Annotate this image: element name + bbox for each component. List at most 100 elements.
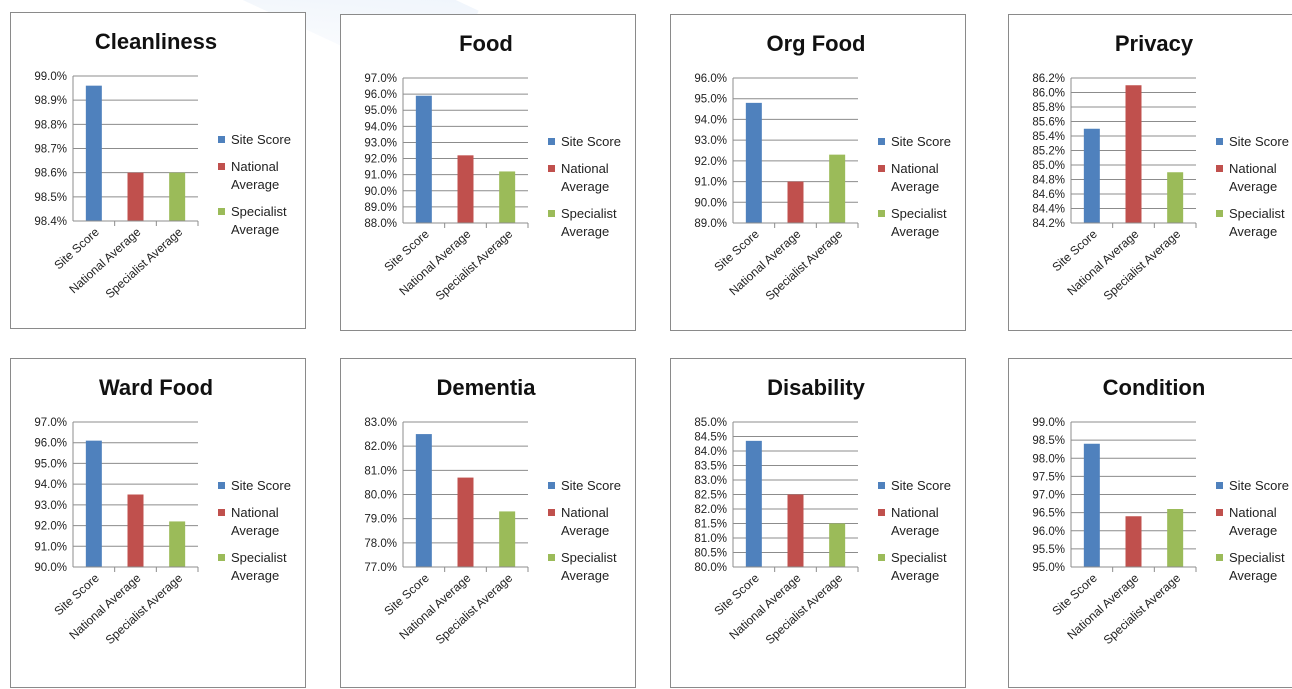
y-tick-label: 85.6% [1032, 117, 1065, 129]
y-tick-label: 83.0% [694, 475, 727, 487]
y-tick-label: 91.0% [34, 541, 67, 553]
legend-item-site-score: Site Score [1216, 477, 1292, 495]
legend-swatch [218, 136, 225, 143]
bar-national-average [787, 494, 804, 567]
y-tick-label: 88.0% [364, 218, 397, 230]
legend-label: Site Score [231, 478, 291, 493]
bar-chart-cleanliness: 98.4%98.5%98.6%98.7%98.8%98.9%99.0%Site … [34, 71, 199, 301]
legend-label: National Average [561, 161, 610, 194]
y-tick-label: 84.8% [1032, 175, 1065, 187]
legend-swatch [218, 554, 225, 561]
y-tick-label: 92.0% [34, 521, 67, 533]
x-category-label: Specialist Average [103, 571, 186, 648]
chart-title: Cleanliness [94, 29, 218, 54]
legend-swatch [878, 509, 885, 516]
y-tick-label: 96.0% [1032, 526, 1065, 538]
y-tick-label: 95.0% [34, 458, 67, 470]
y-tick-label: 80.5% [694, 548, 727, 560]
x-category-label: National Average [1064, 571, 1141, 643]
legend-label: Site Score [891, 134, 951, 149]
y-tick-label: 89.0% [364, 202, 397, 214]
y-tick-label: 77.0% [364, 562, 397, 574]
y-tick-label: 89.0% [694, 218, 727, 230]
y-tick-label: 93.0% [694, 135, 727, 147]
bar-site-score [745, 102, 762, 223]
legend-item-site-score: Site Score [1216, 133, 1292, 151]
legend-label: National Average [891, 161, 940, 194]
y-tick-label: 82.0% [694, 504, 727, 516]
y-tick-label: 96.5% [1032, 508, 1065, 520]
legend-swatch [1216, 210, 1223, 217]
y-tick-label: 92.0% [694, 156, 727, 168]
bar-specialist-average [169, 172, 186, 221]
legend-item-national-average: National Average [548, 160, 638, 196]
x-category-label: National Average [396, 227, 473, 299]
legend-swatch [548, 482, 555, 489]
y-tick-label: 90.0% [34, 562, 67, 574]
bar-specialist-average [829, 154, 846, 223]
y-tick-label: 84.5% [694, 432, 727, 444]
legend-item-national-average: National Average [1216, 504, 1292, 540]
x-category-label: Specialist Average [763, 227, 846, 304]
chart-legend: Site Score National Average Specialist Ave… [878, 133, 968, 250]
y-tick-label: 98.9% [34, 95, 67, 107]
legend-item-national-average: National Average [878, 160, 968, 196]
y-tick-label: 83.0% [364, 417, 397, 429]
chart-title: Disability [767, 375, 865, 400]
y-tick-label: 82.0% [364, 441, 397, 453]
legend-label: National Average [231, 505, 280, 538]
legend-item-site-score: Site Score [878, 477, 968, 495]
chart-panel-cleanliness: Cleanliness 98.4% 98.5% 98.6% 98.7% 98.8% 98.9… [10, 12, 306, 329]
legend-item-site-score: Site Score [548, 133, 638, 151]
legend-item-specialist-average: Specialist Average [878, 205, 968, 241]
legend-swatch [1216, 138, 1223, 145]
bar-site-score [1083, 128, 1100, 223]
bar-site-score [745, 440, 762, 567]
y-tick-label: 78.0% [364, 538, 397, 550]
chart-legend: Site Score National Average Specialist Ave… [1216, 477, 1292, 594]
legend-swatch [218, 208, 225, 215]
y-tick-label: 97.0% [34, 417, 67, 429]
y-tick-label: 93.0% [364, 137, 397, 149]
bar-site-score [85, 85, 102, 222]
legend-item-specialist-average: Specialist Average [548, 205, 638, 241]
bar-chart-disability: 80.0% 80.5% 81.0% 81.5% 82.0% 82.5% 83.0% 83.5%… [694, 417, 859, 647]
y-tick-label: 80.0% [364, 490, 397, 502]
y-tick-label: 98.4% [34, 216, 67, 228]
legend-item-national-average: National Average [1216, 160, 1292, 196]
legend-label: National Average [891, 505, 940, 538]
legend-swatch [1216, 482, 1223, 489]
legend-label: Specialist Average [891, 550, 947, 583]
legend-swatch [548, 210, 555, 217]
y-tick-label: 98.6% [34, 168, 67, 180]
bar-national-average [1125, 516, 1142, 567]
chart-legend: Site Score National Average Specialist Ave… [878, 477, 968, 594]
x-category-label: National Average [396, 571, 473, 643]
chart-legend: Site Score National Average Specialist Ave… [218, 477, 308, 594]
y-tick-label: 94.0% [364, 121, 397, 133]
legend-swatch [878, 554, 885, 561]
y-tick-label: 81.0% [694, 533, 727, 545]
bar-site-score [1083, 443, 1100, 567]
legend-item-site-score: Site Score [878, 133, 968, 151]
legend-swatch [1216, 509, 1223, 516]
chart-panel-dementia: Dementia 77.0% 78.0% 79.0% 80.0% 81.0% 82.0% 83… [340, 358, 636, 688]
y-tick-label: 90.0% [364, 186, 397, 198]
bar-national-average [457, 477, 474, 567]
bar-chart-dementia: 77.0%78.0%79.0%80.0%81.0%82.0%83.0%Site … [364, 417, 529, 647]
chart-panel-org-food: Org Food 89.0% 90.0% 91.0% 92.0% 93.0% 94.0% 95… [670, 14, 966, 331]
y-tick-label: 81.0% [364, 465, 397, 477]
legend-label: Specialist Average [891, 206, 947, 239]
chart-panel-ward-food: Ward Food 90.0% 91.0% 92.0% 93.0% 94.0% 95.0% 9… [10, 358, 306, 688]
legend-item-national-average: National Average [218, 158, 308, 194]
chart-panel-food: Food 88.0% 89.0% 90.0% 91.0% 92.0% 93.0% 94.0% 9… [340, 14, 636, 331]
y-tick-label: 85.4% [1032, 131, 1065, 143]
chart-legend: Site Score National Average Specialist Ave… [1216, 133, 1292, 250]
bar-specialist-average [499, 511, 516, 567]
legend-swatch [1216, 165, 1223, 172]
legend-item-specialist-average: Specialist Average [548, 549, 638, 585]
bar-chart-ward-food: 90.0% 91.0% 92.0% 93.0% 94.0% 95.0% 96.0% 97.0%… [34, 417, 199, 648]
bar-national-average [127, 494, 144, 567]
chart-title: Ward Food [98, 375, 214, 400]
bar-specialist-average [1167, 172, 1184, 223]
